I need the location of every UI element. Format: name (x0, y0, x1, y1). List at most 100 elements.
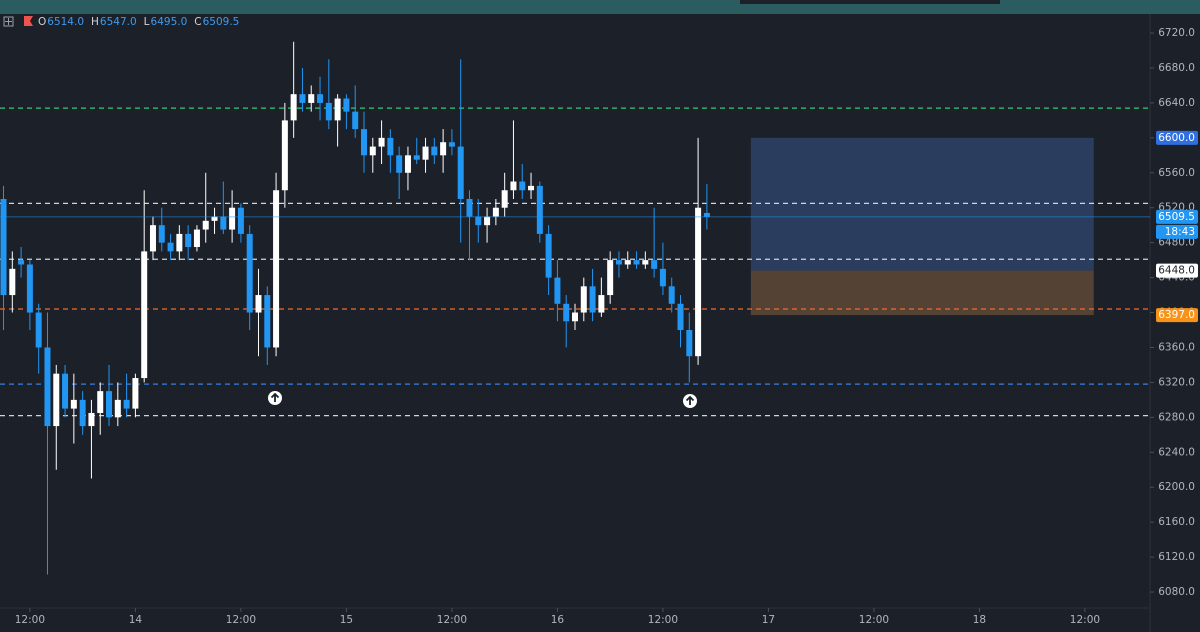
y-tick-label: 6560.0 (1158, 167, 1195, 179)
candle-body (220, 216, 227, 230)
price-label-box (1156, 209, 1198, 224)
x-tick-label: 12:00 (648, 614, 678, 626)
candle-body (229, 207, 236, 230)
candle-body (668, 286, 675, 304)
expand-icon[interactable] (3, 16, 14, 27)
candle-body (615, 260, 622, 265)
candle-body (281, 120, 288, 191)
candle-body (448, 142, 455, 147)
loss-zone (750, 270, 1094, 316)
ohlc-value: 6495.0 (151, 16, 188, 28)
candle-body (18, 260, 25, 265)
candle-body (580, 286, 587, 313)
y-tick-label: 6160.0 (1158, 516, 1195, 528)
candle-body (9, 268, 16, 296)
y-tick-label: 6680.0 (1158, 62, 1195, 74)
candle-body (457, 146, 464, 199)
candle-body (149, 225, 156, 252)
candle-body (185, 233, 192, 248)
price-label: 6448.0 (1158, 265, 1195, 277)
candle-body (325, 102, 332, 121)
candle-body (651, 260, 658, 269)
profit-zone (750, 137, 1094, 271)
signal-arrow (268, 391, 282, 405)
y-tick-label: 6640.0 (1158, 97, 1195, 109)
candle-body (211, 216, 218, 221)
candle-body (114, 399, 121, 418)
price-label: 6397.0 (1158, 309, 1195, 321)
x-tick-label: 18 (973, 614, 986, 626)
candle-body (62, 373, 69, 409)
candle-body (677, 303, 684, 330)
candle-body (387, 137, 394, 156)
y-tick-label: 6240.0 (1158, 446, 1195, 458)
candle-body (317, 94, 324, 103)
candle-body (545, 233, 552, 278)
price-label-box (1156, 263, 1198, 278)
y-tick-label: 6280.0 (1158, 411, 1195, 423)
candle-body (369, 146, 376, 156)
candle-body (167, 242, 174, 252)
plot (0, 41, 1150, 575)
x-tick-label: 15 (340, 614, 353, 626)
candle-body (237, 207, 244, 234)
candle-body (703, 212, 710, 217)
flag-icon[interactable] (24, 16, 33, 26)
candle-body (26, 264, 33, 313)
candle-body (695, 207, 702, 357)
candle-body (343, 98, 350, 112)
price-label: 6600.0 (1158, 132, 1195, 144)
candle-body (598, 295, 605, 313)
candle-body (360, 129, 367, 156)
candle-body (396, 155, 403, 173)
candle-body (123, 399, 130, 409)
top-bar (0, 0, 1200, 14)
candle-body (53, 373, 60, 427)
candle-body (501, 190, 508, 208)
ohlc-key: O (38, 16, 46, 28)
candle-body (352, 111, 359, 130)
candle-body (35, 312, 42, 348)
candle-body (519, 181, 526, 191)
candle-body (624, 260, 631, 265)
candle-body (334, 98, 341, 121)
candle-body (686, 329, 693, 357)
candle-body (554, 277, 561, 304)
candle-body (264, 295, 271, 348)
candle-body (0, 198, 7, 296)
y-tick-label: 6080.0 (1158, 586, 1195, 598)
candle-body (378, 137, 385, 147)
candle-body (106, 391, 113, 418)
candle-body (246, 233, 253, 313)
candle-body (422, 146, 429, 160)
y-tick-label: 6360.0 (1158, 341, 1195, 353)
ohlc-value: 6509.5 (203, 16, 240, 28)
price-label-box (1156, 308, 1198, 323)
candle-body (642, 260, 649, 265)
candle-body (404, 155, 411, 173)
candle-body (141, 251, 148, 379)
candle-body (308, 94, 315, 103)
candle-body (510, 181, 517, 191)
candle-body (413, 155, 420, 160)
candle-body (44, 347, 51, 427)
countdown-box (1156, 224, 1198, 239)
candle-body (97, 391, 104, 413)
x-tick-label: 16 (551, 614, 565, 626)
x-tick-label: 12:00 (15, 614, 45, 626)
candle-body (79, 399, 86, 427)
countdown: 18:43 (1165, 226, 1195, 238)
candle-body (299, 94, 306, 103)
candle-body (273, 190, 280, 348)
ohlc-value: 6514.0 (47, 16, 84, 28)
ohlc-key: C (194, 16, 201, 28)
candle-body (255, 295, 262, 313)
candle-body (290, 94, 297, 121)
candle-body (589, 286, 596, 313)
y-tick-label: 6720.0 (1158, 27, 1195, 39)
candle-body (193, 229, 200, 248)
candle-body (492, 207, 499, 217)
candle-body (440, 142, 447, 156)
